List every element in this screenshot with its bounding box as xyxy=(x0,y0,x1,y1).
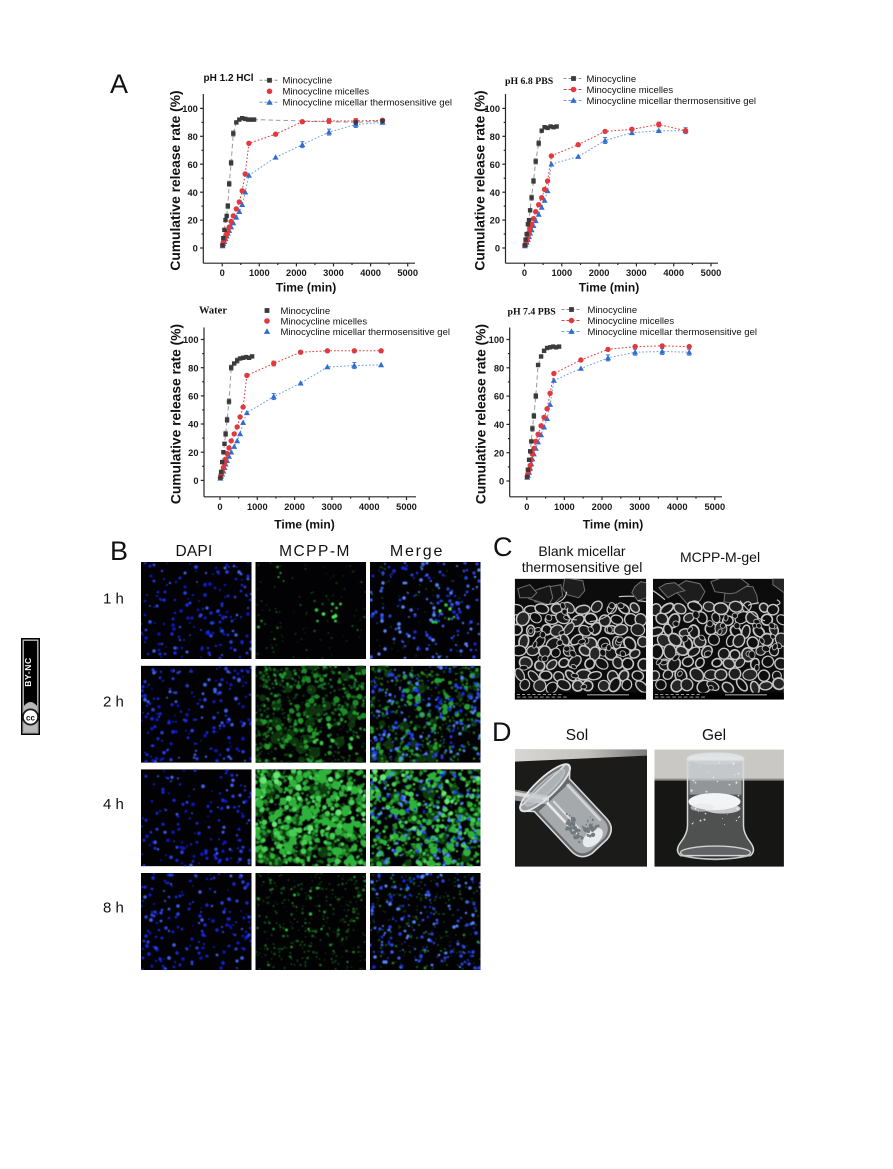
svg-text:A: A xyxy=(110,69,128,99)
svg-text:1000: 1000 xyxy=(247,502,268,512)
svg-text:1000: 1000 xyxy=(551,268,572,278)
svg-text:2000: 2000 xyxy=(589,268,610,278)
svg-text:0: 0 xyxy=(499,477,504,487)
svg-text:3000: 3000 xyxy=(629,502,650,512)
svg-text:5000: 5000 xyxy=(701,268,722,278)
svg-text:40: 40 xyxy=(494,420,504,430)
svg-text:pH 1.2 HCl: pH 1.2 HCl xyxy=(204,73,254,84)
svg-text:5000: 5000 xyxy=(396,502,417,512)
svg-text:100: 100 xyxy=(484,104,500,114)
svg-text:0: 0 xyxy=(193,476,198,486)
svg-text:4000: 4000 xyxy=(360,268,381,278)
svg-text:5000: 5000 xyxy=(397,268,418,278)
svg-text:3000: 3000 xyxy=(626,268,647,278)
svg-text:3000: 3000 xyxy=(323,268,344,278)
svg-text:40: 40 xyxy=(490,188,500,198)
svg-text:C: C xyxy=(493,532,513,562)
svg-text:80: 80 xyxy=(490,132,500,142)
svg-text:D: D xyxy=(492,717,512,747)
svg-text:Minocycline: Minocycline xyxy=(588,305,638,316)
svg-text:40: 40 xyxy=(187,188,197,198)
svg-text:Cumulative release rate (%): Cumulative release rate (%) xyxy=(474,324,489,504)
svg-text:2000: 2000 xyxy=(592,502,613,512)
svg-text:40: 40 xyxy=(188,420,198,430)
svg-text:2000: 2000 xyxy=(284,502,305,512)
svg-text:0: 0 xyxy=(524,502,529,512)
svg-text:Minocycline: Minocycline xyxy=(283,76,333,87)
svg-text:1 h: 1 h xyxy=(103,591,124,608)
svg-text:Water: Water xyxy=(199,306,227,317)
svg-text:80: 80 xyxy=(188,363,198,373)
svg-text:DAPI: DAPI xyxy=(176,543,213,560)
svg-text:Cumulative release rate (%): Cumulative release rate (%) xyxy=(169,324,184,504)
svg-text:Time (min): Time (min) xyxy=(579,281,639,295)
svg-text:0: 0 xyxy=(522,268,527,278)
svg-text:60: 60 xyxy=(188,392,198,402)
svg-text:pH 6.8 PBS: pH 6.8 PBS xyxy=(505,76,554,87)
svg-text:60: 60 xyxy=(490,160,500,170)
svg-text:4000: 4000 xyxy=(359,502,380,512)
svg-text:0: 0 xyxy=(220,268,225,278)
svg-text:Minocycline micelles: Minocycline micelles xyxy=(283,87,370,98)
svg-text:8 h: 8 h xyxy=(103,900,124,917)
svg-text:Cumulative release rate (%): Cumulative release rate (%) xyxy=(168,90,183,270)
svg-text:60: 60 xyxy=(187,160,197,170)
svg-text:5000: 5000 xyxy=(704,502,725,512)
svg-text:2 h: 2 h xyxy=(103,694,124,711)
svg-text:0: 0 xyxy=(193,244,198,254)
svg-text:Time (min): Time (min) xyxy=(274,518,334,532)
svg-text:20: 20 xyxy=(494,448,504,458)
svg-text:3000: 3000 xyxy=(322,502,343,512)
svg-text:Merge: Merge xyxy=(390,543,444,560)
svg-text:4000: 4000 xyxy=(667,502,688,512)
svg-text:20: 20 xyxy=(188,448,198,458)
svg-text:Minocycline: Minocycline xyxy=(587,74,637,85)
svg-text:0: 0 xyxy=(217,502,222,512)
svg-text:Minocycline micellar thermosen: Minocycline micellar thermosensitive gel xyxy=(587,96,756,107)
svg-text:4000: 4000 xyxy=(663,268,684,278)
svg-text:100: 100 xyxy=(489,335,505,345)
svg-text:Minocycline micellar thermosen: Minocycline micellar thermosensitive gel xyxy=(283,98,452,109)
svg-text:Cumulative release rate (%): Cumulative release rate (%) xyxy=(473,90,488,270)
svg-text:Time (min): Time (min) xyxy=(276,281,336,295)
svg-text:2000: 2000 xyxy=(286,268,307,278)
svg-text:pH 7.4 PBS: pH 7.4 PBS xyxy=(508,307,557,318)
svg-text:100: 100 xyxy=(182,104,198,114)
svg-text:4 h: 4 h xyxy=(103,796,124,813)
svg-text:20: 20 xyxy=(187,216,197,226)
svg-text:Minocycline: Minocycline xyxy=(281,306,331,317)
svg-text:0: 0 xyxy=(495,244,500,254)
svg-text:1000: 1000 xyxy=(554,502,575,512)
svg-text:1000: 1000 xyxy=(249,268,270,278)
svg-text:Minocycline micellar thermosen: Minocycline micellar thermosensitive gel xyxy=(588,327,757,338)
svg-text:B: B xyxy=(110,536,128,566)
svg-text:80: 80 xyxy=(187,132,197,142)
svg-text:Minocycline micelles: Minocycline micelles xyxy=(281,316,368,327)
svg-text:Minocycline micellar thermosen: Minocycline micellar thermosensitive gel xyxy=(281,327,450,338)
svg-text:80: 80 xyxy=(494,363,504,373)
svg-text:Minocycline micelles: Minocycline micelles xyxy=(587,85,674,96)
svg-text:100: 100 xyxy=(183,335,199,345)
svg-text:Minocycline micelles: Minocycline micelles xyxy=(588,316,675,327)
svg-text:20: 20 xyxy=(490,216,500,226)
svg-text:Time (min): Time (min) xyxy=(583,518,643,532)
svg-text:60: 60 xyxy=(494,392,504,402)
svg-text:MCPP-M: MCPP-M xyxy=(279,543,351,560)
